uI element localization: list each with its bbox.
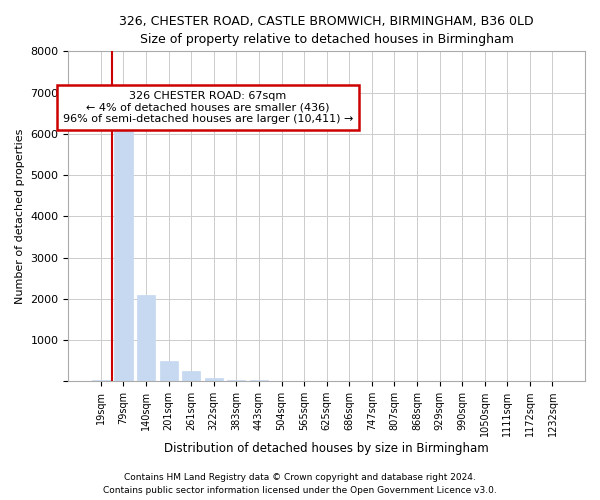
Bar: [250, 380, 268, 381]
Bar: [205, 378, 223, 381]
X-axis label: Distribution of detached houses by size in Birmingham: Distribution of detached houses by size …: [164, 442, 489, 455]
Bar: [227, 380, 245, 381]
Bar: [115, 113, 133, 381]
Text: Contains HM Land Registry data © Crown copyright and database right 2024.
Contai: Contains HM Land Registry data © Crown c…: [103, 474, 497, 495]
Bar: [137, 294, 155, 381]
Bar: [182, 371, 200, 381]
Y-axis label: Number of detached properties: Number of detached properties: [15, 128, 25, 304]
Title: 326, CHESTER ROAD, CASTLE BROMWICH, BIRMINGHAM, B36 0LD
Size of property relativ: 326, CHESTER ROAD, CASTLE BROMWICH, BIRM…: [119, 15, 534, 46]
Text: 326 CHESTER ROAD: 67sqm
← 4% of detached houses are smaller (436)
96% of semi-de: 326 CHESTER ROAD: 67sqm ← 4% of detached…: [62, 91, 353, 124]
Bar: [92, 380, 110, 381]
Bar: [160, 361, 178, 381]
